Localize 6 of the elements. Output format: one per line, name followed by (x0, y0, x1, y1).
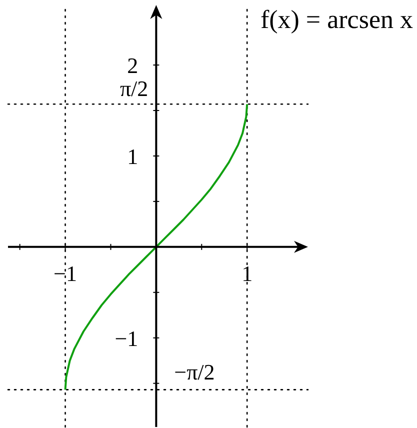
y-tick-label: 1 (127, 144, 138, 169)
ref-line-label: π/2 (120, 76, 148, 102)
y-tick-label: 2 (127, 53, 138, 78)
chart-title: f(x) = arcsen x (260, 5, 413, 34)
y-tick-label: −1 (114, 326, 138, 351)
ref-line-label: −π/2 (174, 360, 215, 385)
